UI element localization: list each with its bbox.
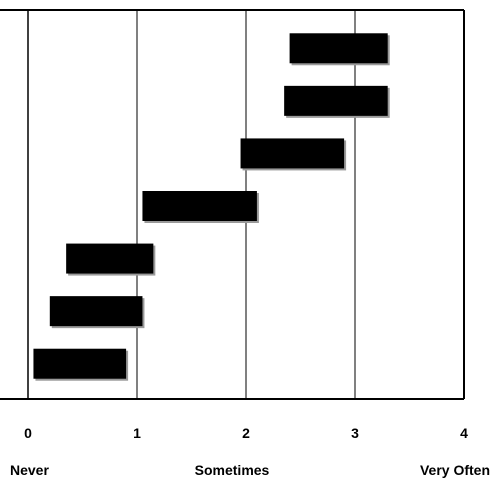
range-bar-2 xyxy=(284,85,388,116)
x-tick-label-0: 0 xyxy=(24,425,32,441)
range-bar-3 xyxy=(240,138,345,169)
x-tick-label-4: 4 xyxy=(460,425,468,441)
scale-label-never: Never xyxy=(10,462,49,478)
x-tick-labels: 0 1 2 3 4 xyxy=(24,425,468,441)
scale-label-sometimes: Sometimes xyxy=(195,462,270,478)
scale-labels: Never Sometimes Very Often xyxy=(10,462,490,478)
x-tick-label-2: 2 xyxy=(242,425,250,441)
range-bar-5 xyxy=(66,243,154,274)
scale-label-very-often: Very Often xyxy=(420,462,490,478)
x-tick-label-3: 3 xyxy=(351,425,359,441)
frame-layer xyxy=(0,9,465,400)
range-bar-7 xyxy=(33,348,127,379)
range-bar-1 xyxy=(289,33,388,64)
bars-layer xyxy=(33,33,390,381)
x-tick-label-1: 1 xyxy=(133,425,141,441)
range-bar-6 xyxy=(49,296,143,327)
range-bar-4 xyxy=(142,191,257,221)
